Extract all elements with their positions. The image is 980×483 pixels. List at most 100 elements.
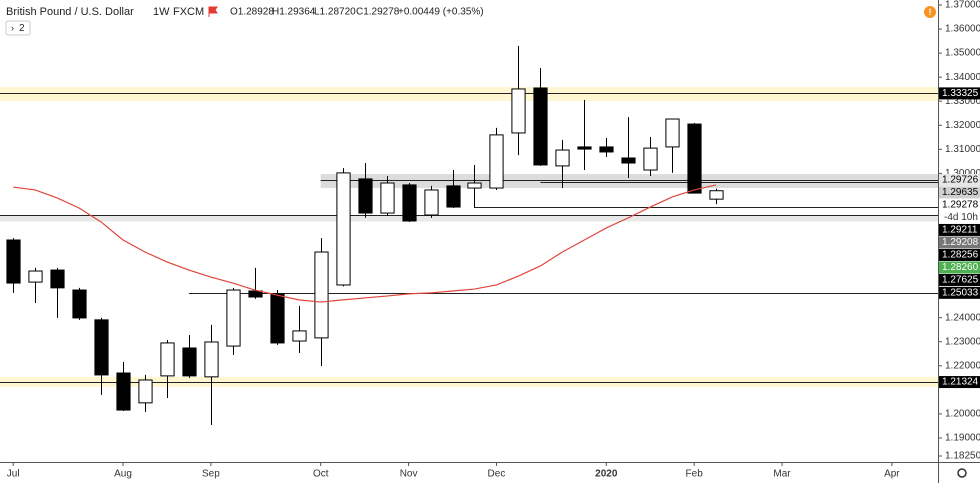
indicators-toggle[interactable] bbox=[5, 20, 31, 36]
price-label: 1.27625 bbox=[942, 275, 979, 286]
price-label: 1.25033 bbox=[942, 287, 979, 298]
candle-body bbox=[555, 149, 570, 167]
candle-body bbox=[424, 189, 439, 216]
price-label: 1.28260 bbox=[942, 262, 979, 273]
candle-body bbox=[94, 319, 109, 376]
price-label-bg bbox=[939, 223, 980, 236]
candle-body bbox=[643, 147, 658, 171]
legend: British Pound / U.S. Dollar 1W FXCM O1.2… bbox=[5, 6, 484, 36]
source: FXCM bbox=[173, 6, 204, 18]
candle-body bbox=[182, 347, 197, 377]
ohlc-high: H1.29364 bbox=[272, 7, 316, 18]
y-tick-label: 1.35000 bbox=[945, 48, 980, 59]
moving-average bbox=[13, 184, 717, 303]
y-tick-label: 1.24000 bbox=[945, 312, 980, 323]
price-label-bg bbox=[939, 273, 980, 286]
price-label: 1.29211 bbox=[942, 225, 978, 236]
candle-body bbox=[709, 190, 724, 200]
y-tick-label: 1.30000 bbox=[945, 168, 980, 179]
y-tick-label: 1.20000 bbox=[945, 409, 980, 420]
zone bbox=[0, 376, 938, 387]
y-tick-label: 1.18250 bbox=[945, 451, 980, 462]
y-tick-label: 1.19000 bbox=[945, 433, 980, 444]
candle-body bbox=[358, 178, 373, 214]
plot bbox=[0, 45, 938, 425]
y-tick-label: 1.34000 bbox=[945, 72, 980, 83]
x-tick-label: Jul bbox=[7, 469, 20, 480]
candle-body bbox=[292, 330, 307, 342]
candle-body bbox=[621, 157, 636, 164]
candle-body bbox=[116, 372, 131, 411]
x-tick-label: Aug bbox=[114, 469, 132, 480]
toggle-arrow: › bbox=[11, 23, 14, 33]
price-label-bg bbox=[939, 286, 980, 299]
candle-body bbox=[467, 182, 482, 189]
candle-body bbox=[226, 289, 241, 347]
ohlc-open: O1.28928 bbox=[230, 7, 274, 18]
x-tick-label: Feb bbox=[686, 469, 704, 480]
price-label: 1.29208 bbox=[942, 237, 979, 248]
candle-body bbox=[72, 289, 87, 319]
y-tick-label: 1.37000 bbox=[945, 0, 980, 11]
price-label: 1.28256 bbox=[942, 250, 979, 261]
gear[interactable] bbox=[957, 468, 967, 478]
ohlc-change: +0.00449 (+0.35%) bbox=[398, 7, 484, 18]
price-label: 1.21324 bbox=[942, 377, 979, 388]
price-label-bg bbox=[939, 376, 980, 389]
y-tick-label: 1.23000 bbox=[945, 336, 980, 347]
price-label-bg bbox=[939, 186, 980, 199]
alert-mark: ! bbox=[929, 7, 932, 17]
flag-icon[interactable] bbox=[208, 6, 218, 17]
candle-body bbox=[599, 146, 614, 153]
candle-body bbox=[138, 379, 153, 404]
y-tick-label: 1.32000 bbox=[945, 120, 980, 131]
candle-body bbox=[248, 290, 263, 298]
candle-body bbox=[336, 172, 351, 286]
candle-body bbox=[6, 239, 21, 284]
candle-body bbox=[533, 87, 548, 166]
zone bbox=[0, 215, 938, 222]
indicator-count: 2 bbox=[19, 23, 25, 34]
price-label: 1.33325 bbox=[942, 88, 979, 99]
countdown: -4d 10h bbox=[944, 212, 978, 223]
candle-body bbox=[402, 184, 417, 222]
y-tick-label: 1.31000 bbox=[945, 144, 980, 155]
price-label-bg bbox=[939, 236, 980, 249]
y-tick-label: 1.36000 bbox=[945, 24, 980, 35]
candle-body bbox=[204, 341, 219, 378]
price-label-bg bbox=[939, 248, 980, 261]
x-tick-label: Sep bbox=[202, 469, 220, 480]
candle-body bbox=[511, 88, 526, 134]
x-tick-label: Dec bbox=[488, 469, 506, 480]
symbol-title: British Pound / U.S. Dollar bbox=[6, 6, 134, 18]
candle-body bbox=[489, 134, 504, 189]
x-tick-label: 2020 bbox=[595, 469, 618, 480]
candle-body bbox=[270, 293, 285, 344]
x-tick-label: Nov bbox=[400, 469, 418, 480]
ohlc-close: C1.29278 bbox=[356, 7, 400, 18]
candle-body bbox=[577, 146, 592, 150]
price-label-bg bbox=[939, 198, 980, 211]
interval: 1W bbox=[153, 6, 170, 18]
price-label-bg bbox=[939, 261, 980, 274]
candle-body bbox=[380, 182, 395, 214]
ohlc-low: L1.28720 bbox=[314, 7, 356, 18]
price-label-bg bbox=[939, 87, 980, 100]
candle-body bbox=[28, 270, 43, 283]
price-label-bg bbox=[939, 173, 980, 186]
candle-body bbox=[160, 342, 175, 377]
x-tick-label: Apr bbox=[884, 469, 900, 480]
price-label: 1.29726 bbox=[942, 175, 979, 186]
y-tick-label: 1.33000 bbox=[945, 96, 980, 107]
price-label: 1.29278 bbox=[942, 200, 979, 211]
candle-body bbox=[50, 269, 65, 289]
price-label: 1.29635 bbox=[942, 187, 979, 198]
settings-icon[interactable] bbox=[957, 468, 967, 478]
alert-icon[interactable] bbox=[924, 6, 936, 18]
candle-body bbox=[665, 118, 680, 148]
candle-body bbox=[446, 185, 461, 208]
x-tick-label: Oct bbox=[313, 469, 329, 480]
candle-body bbox=[314, 251, 329, 339]
